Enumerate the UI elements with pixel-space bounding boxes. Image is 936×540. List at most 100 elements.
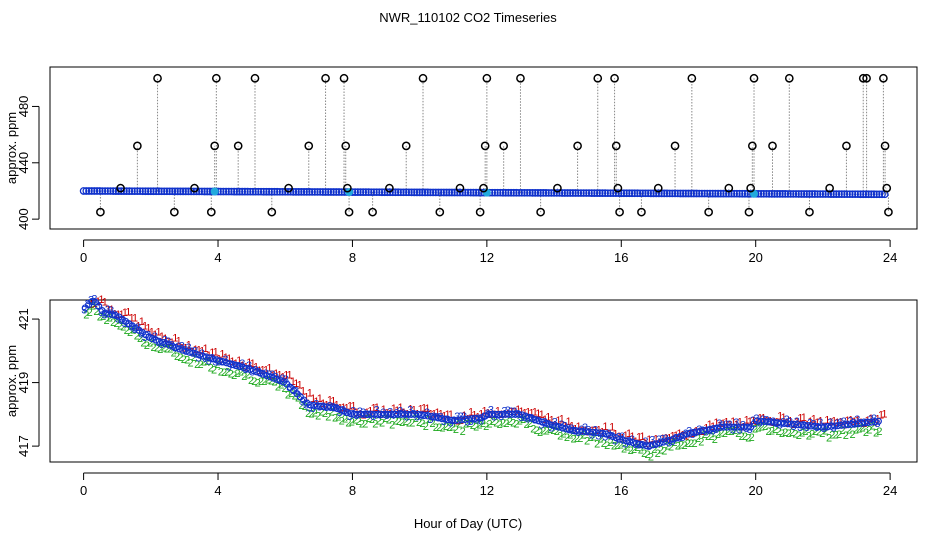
data-point: [399, 188, 408, 197]
label-3: 3: [864, 417, 870, 429]
data-point: [375, 188, 384, 197]
data-point: [644, 189, 653, 198]
label-3: 3: [854, 414, 860, 426]
data-point: [321, 188, 330, 196]
label-2: 2: [534, 425, 540, 437]
data-point: [111, 311, 120, 320]
data-point: [269, 374, 278, 382]
data-point: [229, 361, 237, 369]
data-point: [377, 410, 385, 418]
label-2: 2: [349, 417, 355, 429]
label-1: 1: [824, 415, 830, 427]
label-3: 3: [185, 342, 191, 354]
data-point: [760, 417, 768, 426]
data-point: [552, 189, 561, 197]
data-point: [265, 187, 273, 196]
label-2: 2: [137, 333, 143, 345]
label-1: 1: [438, 409, 444, 421]
label-2: 2: [359, 418, 365, 430]
label-1: 1: [266, 362, 272, 374]
label-3: 3: [572, 425, 578, 437]
flagged-point: [233, 141, 243, 151]
label-2: 2: [735, 428, 741, 440]
flagged-point: [284, 183, 293, 193]
data-point: [353, 188, 362, 196]
label-3: 3: [125, 319, 131, 331]
data-point: [155, 337, 163, 345]
label-2: 2: [302, 401, 308, 413]
label-2: 2: [93, 306, 99, 318]
label-1: 1: [142, 321, 148, 333]
label-2: 2: [103, 315, 109, 327]
label-2: 2: [386, 415, 392, 427]
label-2: 2: [201, 356, 207, 368]
label-1: 1: [307, 387, 313, 399]
flagged-point: [339, 73, 349, 83]
label-2: 2: [634, 442, 640, 454]
data-point: [431, 413, 439, 421]
label-3: 3: [172, 343, 178, 355]
label-2: 2: [839, 425, 845, 437]
data-point: [770, 418, 778, 427]
label-2: 2: [114, 318, 120, 330]
label-2: 2: [208, 363, 214, 375]
label-3: 3: [528, 413, 534, 425]
label-2: 2: [450, 421, 456, 433]
data-point: [767, 418, 775, 426]
label-2: 2: [198, 359, 204, 371]
label-2: 2: [187, 358, 193, 370]
flagged-point: [747, 141, 757, 151]
data-point: [716, 189, 725, 198]
label-1: 1: [532, 406, 538, 418]
data-point: [582, 189, 591, 197]
data-point: [206, 354, 214, 362]
label-3: 3: [811, 418, 817, 430]
data-point: [851, 420, 859, 428]
flagged-point: [536, 207, 545, 217]
label-3: 3: [313, 398, 319, 410]
label-2: 2: [644, 449, 650, 461]
label-3: 3: [407, 405, 413, 417]
data-point: [360, 410, 368, 418]
label-3: 3: [202, 353, 208, 365]
label-3: 3: [401, 408, 407, 420]
label-2: 2: [836, 429, 842, 441]
label-2: 2: [671, 437, 677, 449]
label-2: 2: [214, 359, 220, 371]
data-point: [794, 421, 802, 429]
data-point: [499, 188, 507, 197]
flagged-point: [670, 141, 680, 151]
data-point: [241, 187, 249, 196]
data-point: [439, 188, 448, 197]
label-2: 2: [749, 432, 755, 444]
label-3: 3: [306, 403, 312, 415]
label-3: 3: [515, 409, 521, 421]
label-2: 2: [379, 418, 385, 430]
data-point: [93, 187, 101, 195]
label-2: 2: [849, 429, 855, 441]
flagged-point: [211, 73, 221, 83]
flagged-point: [133, 141, 142, 151]
data-point: [735, 189, 744, 198]
label-2: 2: [456, 419, 462, 431]
label-2: 2: [655, 448, 661, 460]
data-point: [165, 341, 173, 349]
label-3: 3: [105, 304, 111, 316]
data-point: [569, 189, 577, 197]
label-2: 2: [124, 325, 130, 337]
data-point: [714, 189, 722, 198]
data-point: [698, 189, 706, 198]
label-3: 3: [253, 365, 259, 377]
label-2: 2: [567, 429, 573, 441]
label-2: 2: [544, 426, 550, 438]
data-point: [646, 442, 654, 450]
data-point: [235, 187, 244, 196]
data-point: [421, 411, 429, 419]
data-point: [874, 417, 882, 425]
data-point: [560, 189, 569, 197]
data-point: [693, 428, 701, 436]
data-point: [394, 410, 402, 418]
label-2: 2: [698, 437, 704, 449]
label-3: 3: [249, 367, 255, 379]
label-2: 2: [339, 416, 345, 428]
